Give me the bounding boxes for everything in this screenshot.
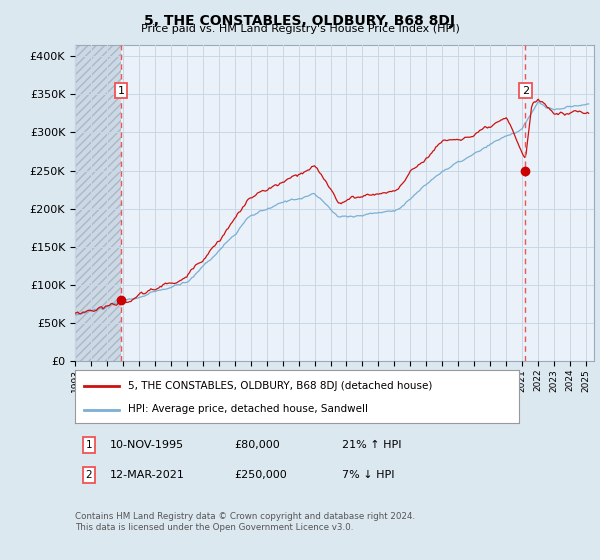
Text: £250,000: £250,000 — [234, 470, 287, 480]
Text: HPI: Average price, detached house, Sandwell: HPI: Average price, detached house, Sand… — [128, 404, 368, 414]
Text: Price paid vs. HM Land Registry's House Price Index (HPI): Price paid vs. HM Land Registry's House … — [140, 24, 460, 34]
Text: 7% ↓ HPI: 7% ↓ HPI — [342, 470, 395, 480]
Text: 12-MAR-2021: 12-MAR-2021 — [110, 470, 185, 480]
Bar — [75, 45, 121, 361]
Text: 21% ↑ HPI: 21% ↑ HPI — [342, 440, 401, 450]
Bar — [75, 45, 121, 361]
Text: 1: 1 — [85, 440, 92, 450]
Text: 2: 2 — [522, 86, 529, 96]
Text: 2: 2 — [85, 470, 92, 480]
Text: 5, THE CONSTABLES, OLDBURY, B68 8DJ (detached house): 5, THE CONSTABLES, OLDBURY, B68 8DJ (det… — [128, 381, 433, 390]
Text: £80,000: £80,000 — [234, 440, 280, 450]
Text: 10-NOV-1995: 10-NOV-1995 — [110, 440, 184, 450]
Text: 1: 1 — [118, 86, 124, 96]
Text: Contains HM Land Registry data © Crown copyright and database right 2024.
This d: Contains HM Land Registry data © Crown c… — [75, 512, 415, 532]
Text: 5, THE CONSTABLES, OLDBURY, B68 8DJ: 5, THE CONSTABLES, OLDBURY, B68 8DJ — [145, 14, 455, 28]
